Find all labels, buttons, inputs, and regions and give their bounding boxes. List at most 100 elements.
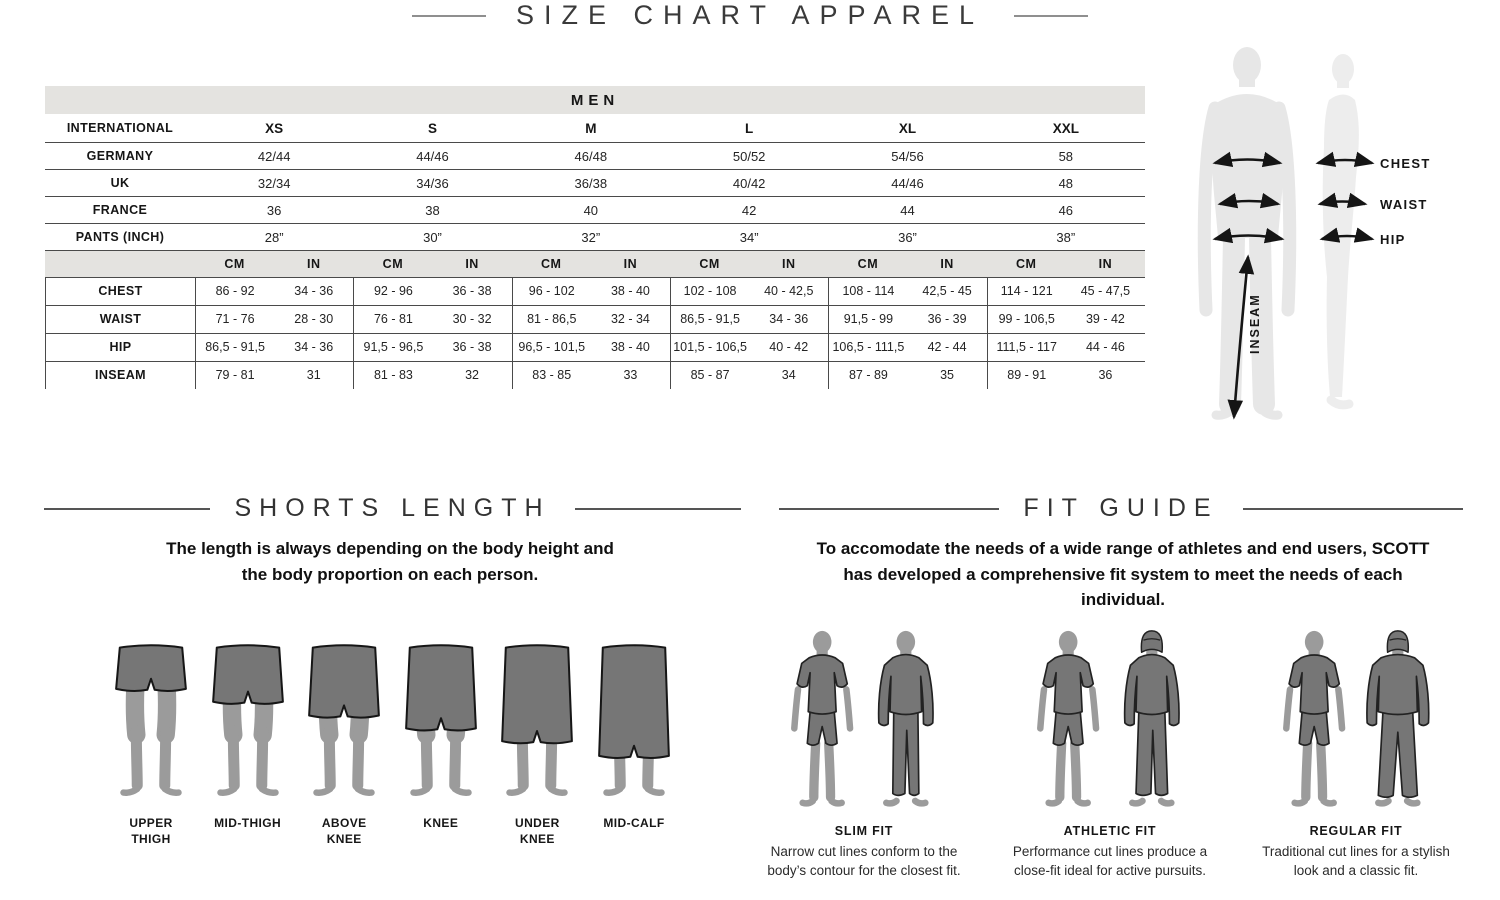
table-cell: 81 - 83 <box>353 362 432 389</box>
table-cell: 44/46 <box>416 148 449 164</box>
unit-header-cm: CM <box>857 257 879 271</box>
unit-header-cm: CM <box>224 257 245 271</box>
unit-header-cm: CM <box>382 257 404 271</box>
shorts-rule-left <box>44 507 211 510</box>
header-rule-left <box>411 14 486 17</box>
table-cell: 34 - 36 <box>294 284 334 298</box>
shorts-figure-above-knee <box>298 643 390 801</box>
shorts-figure-mid-thigh <box>202 643 294 801</box>
table-cell: 76 - 81 <box>353 306 432 333</box>
table-cell: 46/48 <box>574 148 608 164</box>
row-label: GERMANY <box>86 149 154 163</box>
unit-header-in: IN <box>465 257 479 271</box>
table-cell: 32 <box>465 368 480 382</box>
table-cell: 111,5 - 117 <box>986 334 1066 361</box>
shorts-length-label: MID-CALF <box>603 816 665 830</box>
table-cell: 38 - 40 <box>610 284 650 298</box>
fit-description: Narrow cut lines conform to the body’s c… <box>767 844 961 879</box>
size-chart-table: MEN INTERNATIONAL XS S M L XL XXL GERMANY 42/44 4… <box>45 86 1145 389</box>
table-cell: 101,5 - 106,5 <box>669 334 749 361</box>
table-cell: 28” <box>264 229 284 245</box>
table-cell: 38” <box>1056 229 1076 245</box>
fit-figure-pair <box>1037 630 1180 807</box>
slim-fit-figures <box>758 628 970 816</box>
unit-header-in: IN <box>1098 257 1113 271</box>
size-header: M <box>585 120 597 136</box>
header-rule-right <box>1014 14 1089 17</box>
fit-label: REGULAR FIT <box>1309 824 1403 838</box>
fit-figure-pair <box>791 630 934 807</box>
hip-label: HIP <box>1380 232 1406 247</box>
table-cell: 35 <box>940 368 955 382</box>
table-cell: 42/44 <box>257 148 291 164</box>
unit-header-cm: CM <box>699 257 720 271</box>
table-cell: 71 - 76 <box>195 306 274 333</box>
shorts-length-item: ABOVE KNEE <box>298 643 390 847</box>
table-cell: 36 <box>1098 368 1113 382</box>
row-label: INTERNATIONAL <box>66 121 174 135</box>
table-cell: 36 - 39 <box>927 312 967 326</box>
table-cell: 42 - 44 <box>927 340 967 354</box>
fit-label: ATHLETIC FIT <box>1063 824 1157 838</box>
table-cell: 28 - 30 <box>294 312 334 326</box>
table-units-row: CM IN CM IN CM IN CM IN CM IN CM IN <box>45 250 1145 277</box>
table-cell: 34” <box>739 229 759 245</box>
shorts-length-label: UPPER THIGH <box>129 816 173 847</box>
unit-header-in: IN <box>306 257 321 271</box>
table-cell: 34 <box>781 368 796 382</box>
fit-section-description: To accomodate the needs of a wide range … <box>816 539 1430 609</box>
unit-header-in: IN <box>781 257 796 271</box>
table-cell: 83 - 85 <box>511 362 591 389</box>
size-header: XS <box>265 120 284 136</box>
body-measurement-diagram: CHEST WAIST HIP INSEAM <box>1197 47 1429 420</box>
table-cell: 91,5 - 96,5 <box>353 334 432 361</box>
table-cell: 58 <box>1058 148 1074 164</box>
table-cell: 81 - 86,5 <box>511 306 591 333</box>
page-header: SIZE CHART APPAREL <box>0 0 1500 31</box>
table-cell: 44 - 46 <box>1085 340 1125 354</box>
shorts-length-item: UNDER KNEE <box>491 643 583 847</box>
shorts-length-label: ABOVE KNEE <box>321 816 367 847</box>
table-cell: 96 - 102 <box>511 278 591 305</box>
size-header: L <box>745 120 754 136</box>
table-cell: 40/42 <box>732 175 766 191</box>
table-row-country: UK 32/34 34/36 36/38 40/42 44/46 48 <box>45 169 1145 196</box>
shorts-figure-upper-thigh <box>105 643 197 801</box>
measurement-arrows <box>1212 151 1375 420</box>
table-cell: 39 - 42 <box>1085 312 1125 326</box>
table-cell: 32 - 34 <box>610 312 650 326</box>
table-cell: 86 - 92 <box>195 278 274 305</box>
table-cell: 86,5 - 91,5 <box>195 334 274 361</box>
side-body-silhouette <box>1322 54 1359 410</box>
table-cell: 40 <box>583 202 599 218</box>
table-cell: 36 - 38 <box>452 284 492 298</box>
chest-arrow-front <box>1212 151 1283 168</box>
table-cell: 108 - 114 <box>828 278 907 305</box>
row-label: INSEAM <box>45 362 195 389</box>
table-cell: 54/56 <box>891 148 924 164</box>
table-cell: 36 - 38 <box>452 340 492 354</box>
shorts-section-description: The length is always depending on the bo… <box>166 539 614 585</box>
table-row-measurement: INSEAM 79 - 81 31 81 - 83 32 83 - 85 33 85 - 87… <box>45 361 1145 389</box>
fit-description: Traditional cut lines for a stylish look… <box>1262 844 1450 879</box>
shorts-length-item: UPPER THIGH <box>105 643 197 847</box>
legs-with-shorts-figure <box>211 644 284 796</box>
fit-rule-left <box>779 507 1000 510</box>
table-cell: 106,5 - 111,5 <box>828 334 907 361</box>
size-header: XL <box>898 120 917 136</box>
legs-with-shorts-figure <box>404 644 477 796</box>
front-body-silhouette <box>1197 47 1297 420</box>
fit-figure-pair <box>1283 630 1430 807</box>
table-cell: 45 - 47,5 <box>1080 284 1131 298</box>
table-row-country: GERMANY 42/44 44/46 46/48 50/52 54/56 58 <box>45 142 1145 169</box>
unit-header-in: IN <box>940 257 954 271</box>
page-title: SIZE CHART APPAREL <box>515 0 985 30</box>
table-gender-header: MEN <box>45 86 1145 114</box>
shorts-section-header: SHORTS LENGTH <box>44 494 742 523</box>
table-cell: 40 - 42,5 <box>764 284 814 298</box>
table-row-measurement: HIP 86,5 - 91,5 34 - 36 91,5 - 96,5 36 - 38 9… <box>45 333 1145 361</box>
row-label: FRANCE <box>92 203 148 217</box>
table-cell: 36” <box>898 229 917 245</box>
table-cell: 36 <box>266 202 282 218</box>
